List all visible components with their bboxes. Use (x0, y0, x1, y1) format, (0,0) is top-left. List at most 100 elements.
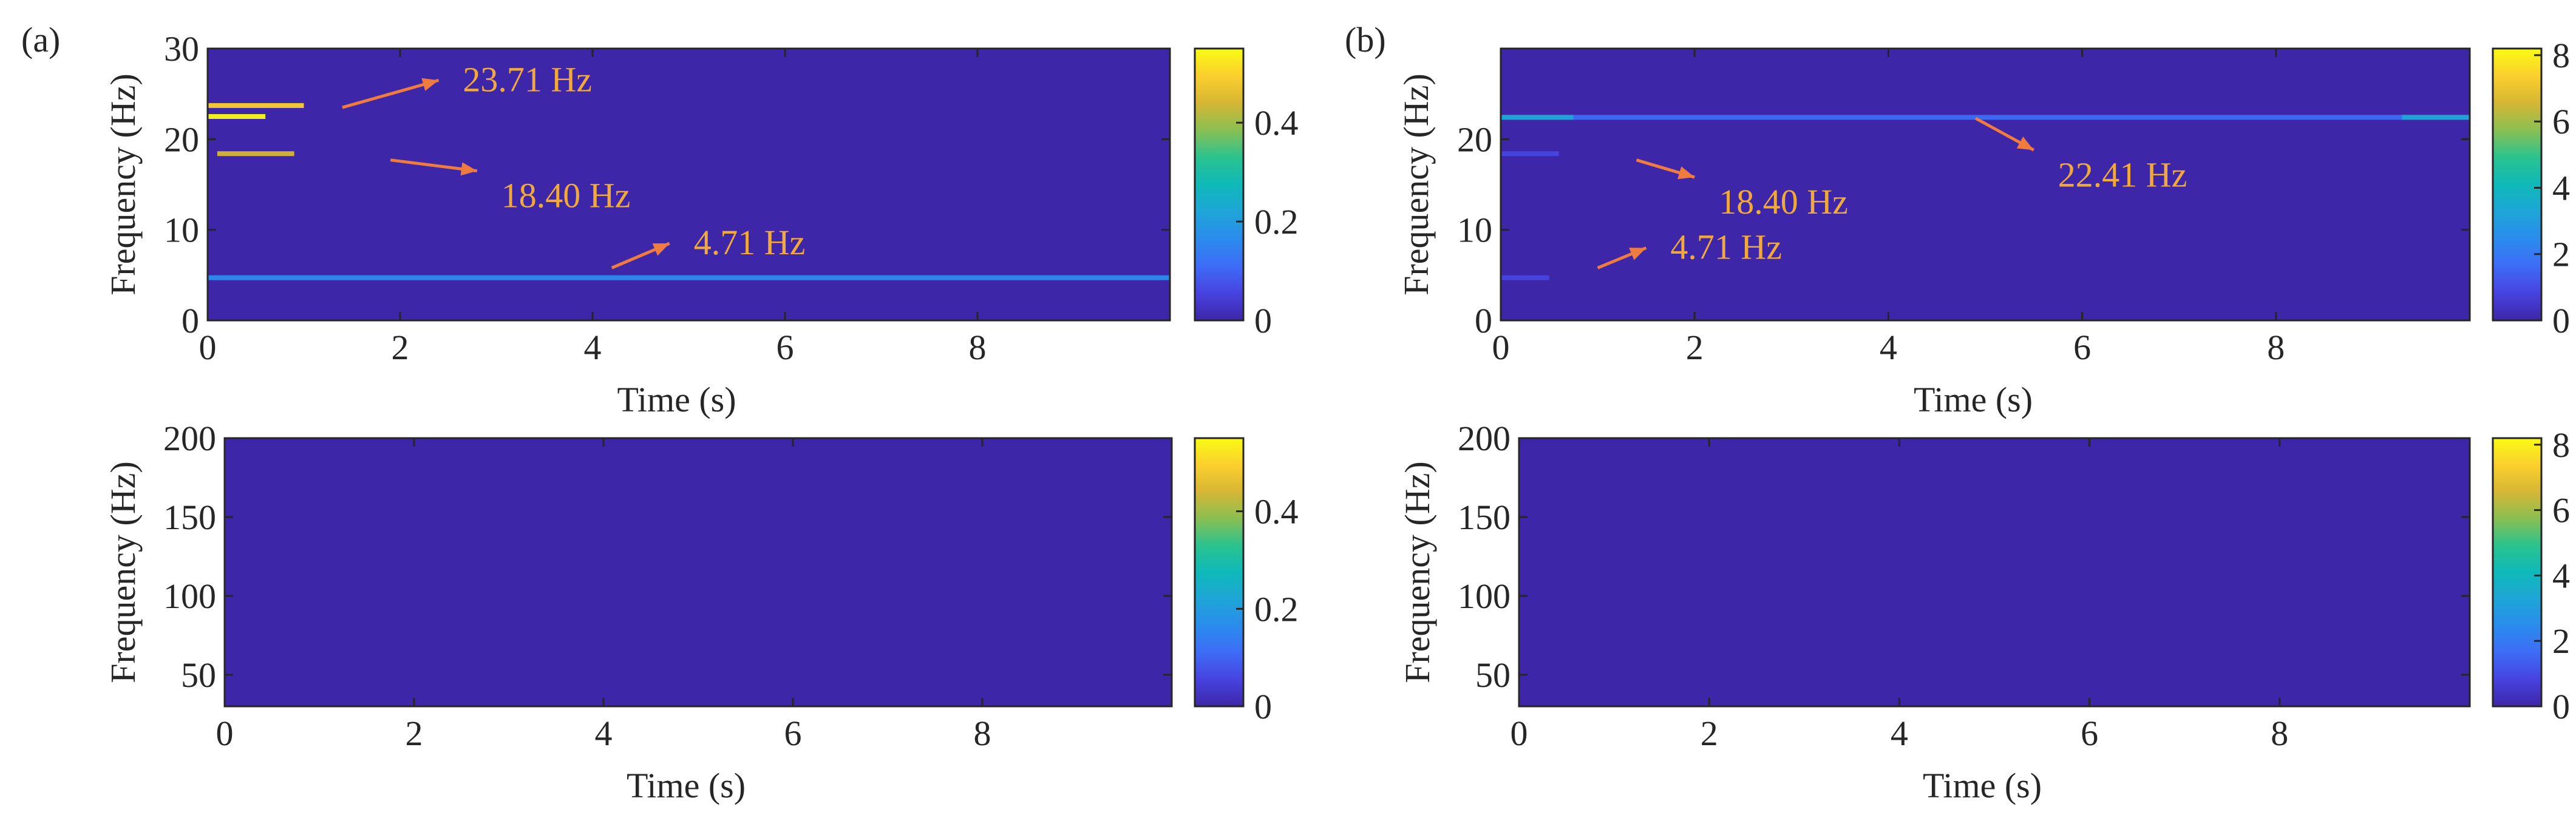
y-tick-label: 30 (164, 29, 199, 69)
ridge-mark (1501, 151, 1559, 157)
plot-area (225, 438, 1172, 706)
ridge-mark (208, 103, 304, 108)
colorbar-tick-label: 0.2 (1254, 202, 1299, 242)
y-tick-label: 150 (163, 498, 216, 537)
panel-label: (b) (1345, 20, 1386, 59)
y-axis-label: Frequency (Hz) (103, 73, 143, 296)
ridge-mark (208, 114, 266, 119)
plot-area (208, 49, 1170, 320)
spectrogram-panel: 0 2 4 6 8 0 10 20 Time (s) Frequency (Hz) 0 2 4 6 8 22.… (1396, 36, 2570, 419)
y-tick-label: 50 (1475, 655, 1511, 695)
y-tick-label: 200 (1458, 419, 1511, 458)
colorbar-tick-label: 6 (2552, 102, 2570, 141)
x-tick-label: 8 (969, 328, 987, 367)
annotation-arrowhead (2016, 137, 2034, 150)
colorbar-tick-label: 0 (1254, 301, 1272, 340)
colorbar (2493, 49, 2541, 320)
annotation-label: 18.40 Hz (1719, 182, 1848, 221)
x-tick-label: 2 (1686, 328, 1704, 367)
x-tick-label: 2 (1701, 714, 1718, 753)
axes-frame (223, 437, 1173, 708)
annotation-arrow (342, 78, 440, 109)
colorbar-tick-label: 4 (2552, 556, 2570, 595)
colorbar-tick-label: 2 (2552, 235, 2570, 274)
y-tick-label: 10 (1457, 211, 1492, 250)
axes-frame (1518, 437, 2471, 708)
y-tick-label: 150 (1458, 498, 1511, 537)
y-axis-label: Frequency (Hz) (103, 461, 143, 683)
plot-area (1501, 49, 2470, 320)
ridge-mark (1501, 275, 1549, 280)
annotation-label: 4.71 Hz (1670, 228, 1782, 267)
colorbar-tick-label: 0 (1254, 687, 1272, 726)
ridge-mark (1501, 115, 2470, 120)
x-tick-label: 4 (595, 714, 613, 753)
x-tick-label: 4 (1891, 714, 1908, 753)
spectrogram-panel: 0 2 4 6 8 0 10 20 30 Time (s) Frequency (Hz) 0 0.2 0.… (103, 29, 1299, 419)
y-tick-label: 50 (181, 655, 216, 695)
ridge-mark (1501, 115, 1574, 120)
x-tick-label: 4 (1880, 328, 1897, 367)
colorbar-tick-label: 0.2 (1254, 589, 1299, 629)
x-tick-label: 8 (974, 714, 991, 753)
x-tick-label: 6 (777, 328, 794, 367)
annotation-label: 22.41 Hz (2058, 155, 2187, 194)
annotation-label: 23.71 Hz (463, 59, 592, 99)
x-tick-label: 6 (2081, 714, 2098, 753)
x-tick-label: 0 (1511, 714, 1528, 753)
colorbar-tick-label: 6 (2552, 491, 2570, 530)
colorbar (2493, 438, 2541, 706)
x-tick-label: 2 (406, 714, 423, 753)
y-tick-label: 0 (182, 301, 199, 340)
y-tick-label: 20 (1457, 120, 1492, 159)
colorbar-tick-label: 8 (2552, 36, 2570, 75)
colorbar-tick-label: 0.4 (1254, 103, 1299, 143)
colorbar-frame (1194, 47, 1245, 322)
colorbar-frame (2492, 437, 2543, 708)
ridge-mark (2402, 115, 2470, 120)
ridge-mark (208, 275, 1170, 280)
x-tick-label: 6 (784, 714, 802, 753)
annotation-arrowhead (652, 243, 670, 256)
colorbar-tick-label: 0.4 (1254, 492, 1299, 532)
annotation-arrowhead (460, 162, 477, 176)
annotation-arrowhead (1629, 248, 1647, 260)
x-axis-label: Time (s) (1923, 766, 2042, 805)
annotation-label: 4.71 Hz (694, 223, 806, 262)
y-tick-label: 100 (1458, 576, 1511, 616)
y-tick-label: 200 (163, 419, 216, 458)
colorbar-tick-label: 2 (2552, 621, 2570, 661)
colorbar-tick-label: 8 (2552, 425, 2570, 465)
colorbar (1195, 49, 1243, 320)
x-tick-label: 0 (1492, 328, 1510, 367)
y-axis-label: Frequency (Hz) (1396, 73, 1436, 296)
colorbar-tick-label: 0 (2552, 687, 2570, 726)
x-tick-label: 2 (392, 328, 409, 367)
x-tick-label: 8 (2267, 328, 2285, 367)
y-tick-label: 20 (164, 120, 199, 159)
y-tick-label: 0 (1475, 301, 1492, 340)
spectrogram-panel: 0 2 4 6 8 50 100 150 200 Time (s) Frequency (Hz) 0 0… (103, 419, 1299, 805)
colorbar-frame (1194, 437, 1245, 708)
colorbar-tick-label: 0 (2552, 301, 2570, 340)
y-axis-label: Frequency (Hz) (1398, 461, 1437, 683)
x-axis-label: Time (s) (617, 380, 736, 419)
y-tick-label: 100 (163, 576, 216, 616)
x-tick-label: 0 (199, 328, 217, 367)
x-tick-label: 8 (2271, 714, 2288, 753)
plot-area (1519, 438, 2470, 706)
panel-label: (a) (21, 20, 60, 59)
x-tick-label: 4 (584, 328, 602, 367)
colorbar-frame (2492, 47, 2543, 322)
x-axis-label: Time (s) (1914, 380, 2033, 419)
ridge-mark (217, 151, 294, 157)
annotation-arrowhead (1677, 166, 1695, 180)
colorbar (1195, 438, 1243, 706)
x-tick-label: 6 (2073, 328, 2091, 367)
y-tick-label: 10 (164, 211, 199, 250)
annotation-arrowhead (421, 78, 439, 91)
axes-frame (1500, 47, 2471, 322)
annotation-label: 18.40 Hz (501, 176, 631, 215)
